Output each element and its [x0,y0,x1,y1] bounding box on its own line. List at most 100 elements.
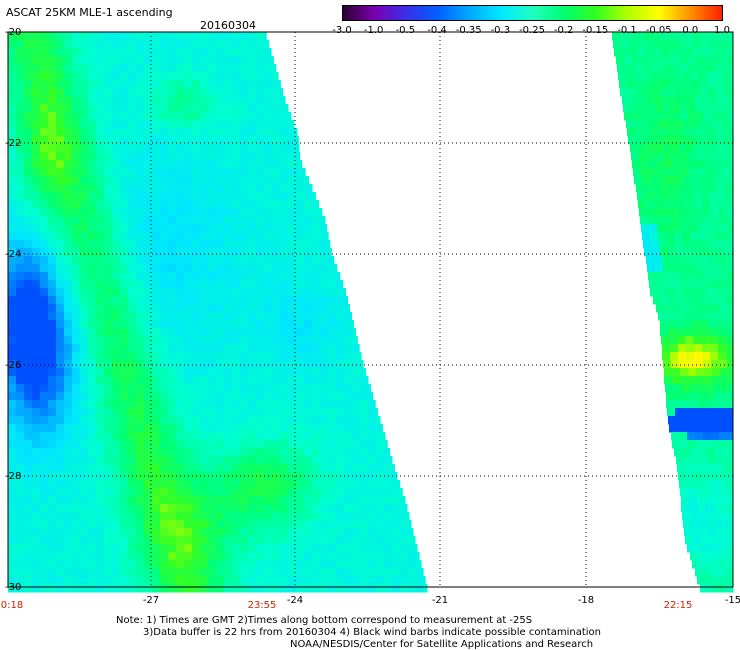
swath-cell [96,40,105,49]
swath-cell [288,504,297,513]
swath-cell [120,488,129,497]
swath-cell [96,296,105,305]
swath-cell [312,264,321,273]
swath-cell [224,408,233,417]
swath-cell [676,320,685,329]
swath-cell [304,432,313,441]
swath-cell [104,544,113,553]
swath-cell [8,272,17,281]
swath-cell [112,168,121,177]
swath-cell [200,440,209,449]
swath-cell [691,408,700,417]
swath-cell [200,288,209,297]
swath-cell [64,328,73,337]
swath-cell [232,464,241,473]
swath-cell [692,456,701,465]
swath-cell [24,240,33,249]
swath-cell [144,256,153,265]
swath-cell [40,408,49,417]
swath-cell [184,408,193,417]
swath-cell [24,584,33,593]
swath-cell [152,360,161,369]
swath-cell [184,72,193,81]
swath-cell [48,40,57,49]
swath-cell [272,80,281,89]
swath-cell [400,512,409,521]
swath-cell [360,480,369,489]
swath-cell [8,360,17,369]
swath-cell [240,464,249,473]
swath-cell [8,448,17,457]
swath-cell [216,488,225,497]
swath-cell [88,584,97,593]
swath-cell [728,272,734,281]
swath-cell [700,184,709,193]
swath-cell [685,424,694,433]
swath-cell [296,440,305,449]
swath-cell [144,496,153,505]
swath-cell [272,376,281,385]
swath-cell [24,152,33,161]
swath-cell [104,536,113,545]
swath-cell [96,448,105,457]
swath-cell [674,288,683,297]
swath-cell [256,184,265,193]
swath-cell [296,280,305,289]
swath-cell [8,152,17,161]
swath-cell [16,144,25,153]
swath-cell [368,568,377,577]
swath-cell [200,496,209,505]
swath-cell [120,200,129,209]
swath-cell [280,504,289,513]
swath-cell [661,296,670,305]
swath-cell [8,536,17,545]
swath-cell [112,400,121,409]
swath-cell [144,72,153,81]
swath-cell [224,72,233,81]
swath-cell [160,576,169,585]
swath-cell [88,280,97,289]
swath-cell [64,248,73,257]
swath-cell [728,376,734,385]
swath-cell [296,200,305,209]
swath-cell [72,376,81,385]
swath-cell [312,224,321,233]
swath-cell [716,416,725,425]
swath-cell [72,384,81,393]
swath-cell [120,328,129,337]
swath-cell [208,344,217,353]
swath-cell [232,160,241,169]
swath-cell [352,416,361,425]
swath-cell [48,368,57,377]
swath-cell [720,272,729,281]
swath-cell [16,392,25,401]
swath-cell [8,40,17,49]
swath-cell [136,424,145,433]
swath-cell [160,272,169,281]
swath-cell [144,232,153,241]
swath-cell [72,528,81,537]
swath-cell [176,80,185,89]
swath-cell [32,320,41,329]
swath-cell [706,288,715,297]
swath-cell [694,144,703,153]
swath-cell [232,288,241,297]
swath-cell [112,56,121,65]
swath-cell [216,144,225,153]
swath-cell [32,184,41,193]
swath-cell [280,448,289,457]
swath-cell [144,112,153,121]
swath-cell [232,360,241,369]
swath-cell [16,248,25,257]
swath-cell [320,504,329,513]
swath-cell [24,64,33,73]
swath-cell [721,496,730,505]
swath-cell [24,400,33,409]
swath-cell [368,416,377,425]
swath-cell [48,216,57,225]
swath-cell [128,576,137,585]
swath-cell [32,336,41,345]
swath-cell [48,224,57,233]
swath-cell [676,328,685,337]
swath-cell [296,576,305,585]
